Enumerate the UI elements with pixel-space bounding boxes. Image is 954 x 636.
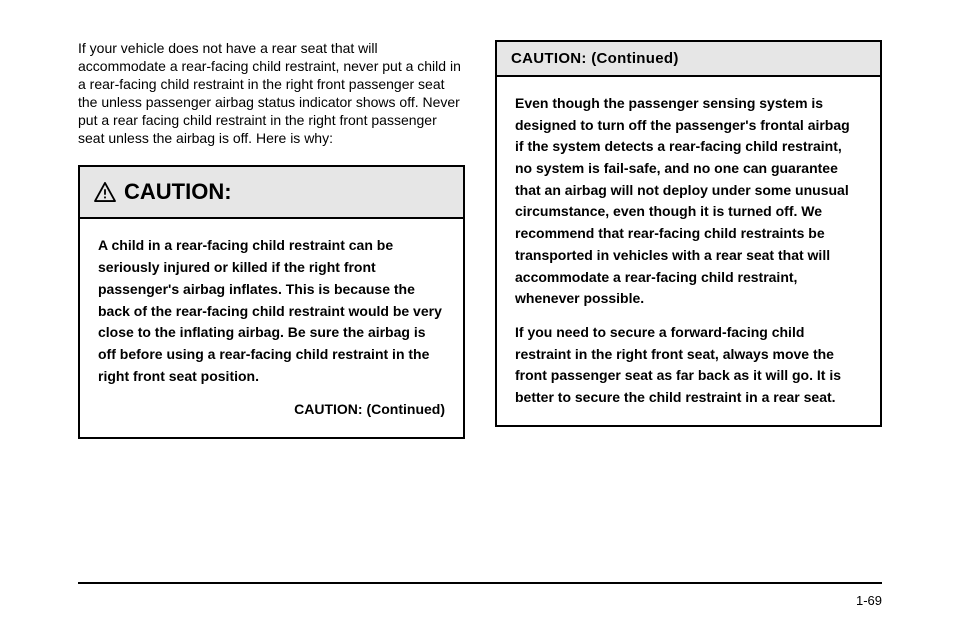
two-column-layout: If your vehicle does not have a rear sea…: [78, 40, 882, 439]
caution-body-1: A child in a rear-facing child restraint…: [80, 219, 463, 437]
warning-triangle-icon: [94, 182, 116, 202]
caution-box-1: CAUTION: A child in a rear-facing child …: [78, 165, 465, 439]
intro-paragraph: If your vehicle does not have a rear sea…: [78, 40, 465, 147]
caution-1-text: A child in a rear-facing child restraint…: [98, 235, 445, 387]
caution-title-2: CAUTION: (Continued): [511, 50, 679, 67]
caution-box-2: CAUTION: (Continued) Even though the pas…: [495, 40, 882, 427]
caution-body-2: Even though the passenger sensing system…: [497, 77, 880, 425]
footer-divider: [78, 582, 882, 584]
page-number: 1-69: [856, 593, 882, 608]
caution-title-1: CAUTION:: [124, 179, 232, 205]
caution-header-1: CAUTION:: [80, 167, 463, 219]
manual-page: If your vehicle does not have a rear sea…: [0, 0, 954, 636]
caution-2-para-2: If you need to secure a forward-facing c…: [515, 322, 862, 409]
caution-1-continued: CAUTION: (Continued): [98, 399, 445, 421]
right-column: CAUTION: (Continued) Even though the pas…: [495, 40, 882, 439]
caution-header-2: CAUTION: (Continued): [497, 42, 880, 77]
caution-2-para-1: Even though the passenger sensing system…: [515, 93, 862, 310]
left-column: If your vehicle does not have a rear sea…: [78, 40, 465, 439]
